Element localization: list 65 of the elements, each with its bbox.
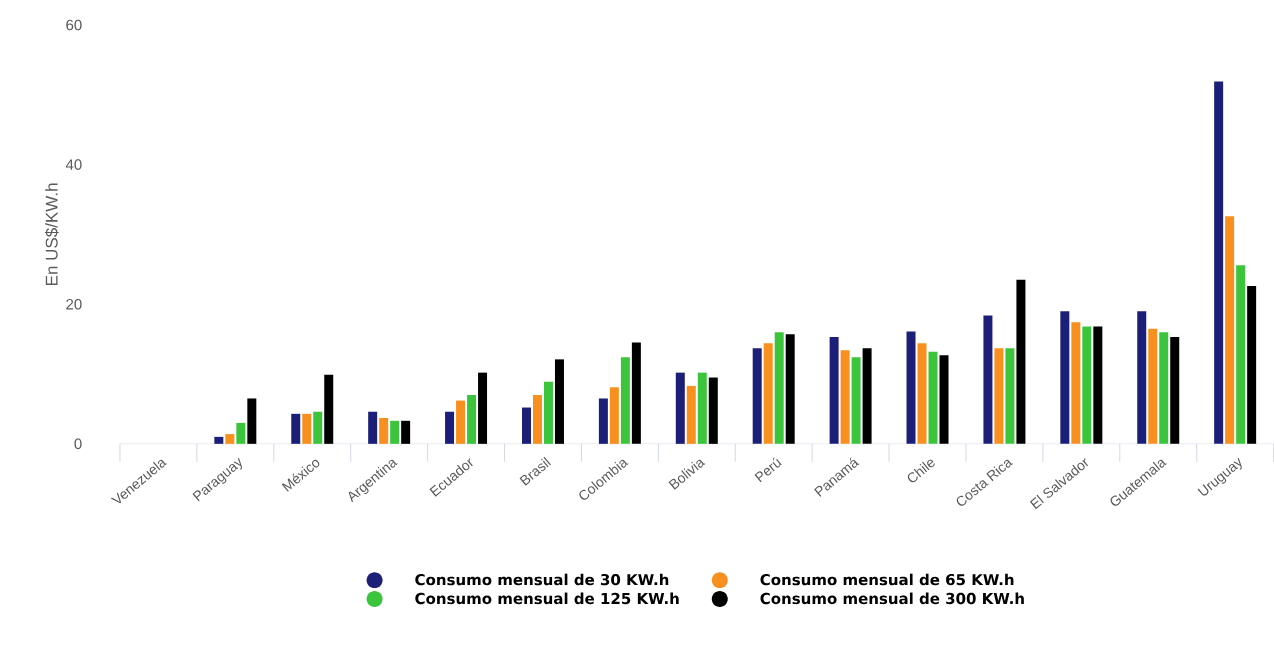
bar [1071,322,1081,444]
bar [368,411,378,444]
bar [1247,286,1257,444]
bar [928,351,938,444]
bar [917,343,927,444]
bar [1005,348,1015,444]
bar [478,372,488,444]
legend-label: Consumo mensual de 30 KW.h [415,573,669,586]
bar [324,374,334,444]
bar [829,337,839,444]
bar [1214,81,1224,444]
bar [1137,311,1147,444]
bar [939,355,949,444]
bar [1060,311,1070,444]
legend-label: Consumo mensual de 300 KW.h [760,592,1024,605]
y-tick-label: 20 [66,299,82,310]
bar [521,407,531,444]
y-tick-label: 40 [65,159,82,171]
bar [598,398,608,444]
bar [1170,337,1180,444]
bar [752,348,762,444]
bar [620,357,630,444]
bar [708,377,718,444]
bar [467,395,477,444]
bar [1236,265,1246,444]
y-axis-title: En US$/KW.h [44,183,59,286]
bar [1159,332,1169,444]
bar [906,331,916,444]
bar [302,413,312,444]
bar [456,400,466,444]
bar [390,420,400,444]
bar [983,315,993,444]
bar [236,423,246,444]
bar [675,372,685,444]
bar [851,357,861,444]
bar [840,350,850,444]
bar [379,418,389,444]
bar [247,398,257,444]
bar [785,334,795,444]
bar [1093,326,1103,444]
bar [401,420,411,444]
legend-label: Consumo mensual de 125 KW.h [415,592,679,605]
bar [554,359,564,444]
bar [862,348,872,444]
bar [631,342,641,444]
bar [313,411,323,444]
bar [291,413,301,444]
bar [1082,326,1092,444]
bar [225,434,235,444]
bar [543,381,553,444]
y-tick-label: 0 [74,438,82,450]
bar [609,387,619,444]
bar [774,332,784,444]
bar [763,343,773,444]
y-tick-label: 60 [66,19,82,31]
bar [1148,328,1158,444]
bar [532,395,542,444]
legend-label: Consumo mensual de 65 KW.h [760,573,1014,586]
bar [697,372,707,444]
bar [214,436,224,444]
bar [686,386,696,444]
bar [994,348,1004,444]
bar [1225,216,1235,444]
bar [445,411,455,444]
bar [1016,279,1026,444]
